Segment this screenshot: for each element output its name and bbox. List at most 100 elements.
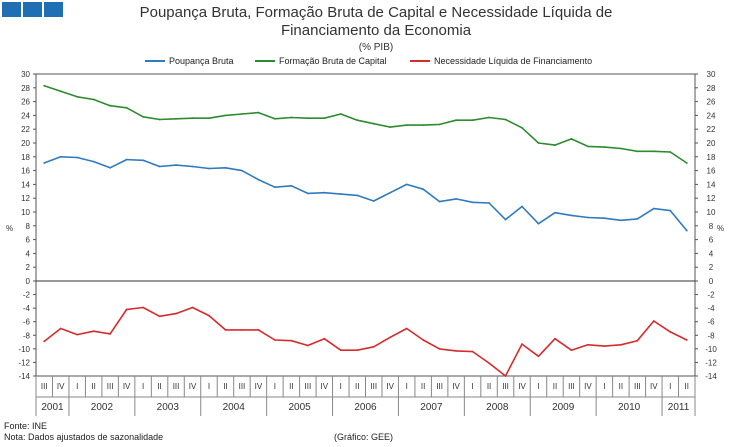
y-tick-label-right: -8 — [707, 331, 715, 340]
x-tick-label-quarter: IV — [255, 382, 263, 391]
y-tick-label-left: 4 — [26, 249, 31, 258]
data-point-2 — [570, 349, 573, 352]
data-point-2 — [389, 336, 392, 339]
x-tick-label-quarter: II — [223, 382, 227, 391]
data-point-0 — [339, 193, 342, 196]
data-point-0 — [620, 219, 622, 222]
y-tick-label-left: 16 — [21, 167, 30, 176]
logo-block — [2, 2, 21, 17]
legend-label-poupanca: Poupança Bruta — [169, 56, 234, 66]
data-point-0 — [570, 214, 573, 217]
data-point-2 — [306, 344, 309, 347]
chart-title-line2: Financiamento da Economia — [281, 22, 472, 39]
data-point-1 — [125, 106, 128, 109]
data-point-1 — [208, 117, 210, 120]
data-point-1 — [306, 117, 309, 120]
y-tick-label-left: 28 — [21, 84, 30, 93]
x-tick-label-year: 2007 — [420, 402, 443, 413]
data-point-1 — [339, 113, 342, 115]
y-tick-label-right: 12 — [707, 194, 716, 203]
x-tick-label-quarter: II — [289, 382, 293, 391]
y-tick-label-right: -14 — [705, 372, 717, 381]
data-point-0 — [323, 191, 326, 194]
data-point-1 — [570, 138, 573, 140]
data-point-1 — [43, 84, 46, 87]
seasonal-note: Nota: Dados ajustados de sazonalidade — [4, 432, 163, 442]
data-point-2 — [636, 339, 639, 342]
data-point-1 — [422, 124, 425, 126]
data-point-0 — [158, 165, 161, 168]
x-tick-label-quarter: II — [619, 382, 623, 391]
chart-title-line1: Poupança Bruta, Formação Bruta de Capita… — [140, 4, 613, 21]
x-tick-label-quarter: IV — [123, 382, 131, 391]
x-tick-label-quarter: I — [537, 382, 539, 391]
x-tick-label-year: 2004 — [223, 402, 246, 413]
data-point-1 — [323, 117, 326, 120]
data-point-1 — [109, 104, 111, 107]
x-tick-label-quarter: II — [91, 382, 95, 391]
series-line-2 — [43, 306, 688, 377]
data-point-2 — [224, 329, 227, 331]
data-point-2 — [323, 337, 326, 340]
data-point-1 — [405, 124, 408, 126]
y-tick-label-left: -14 — [18, 372, 30, 381]
y-tick-label-right: 30 — [707, 70, 716, 79]
data-point-0 — [142, 159, 145, 162]
y-tick-label-left: 6 — [26, 236, 31, 245]
data-point-0 — [636, 218, 639, 220]
series-line-0 — [43, 156, 688, 232]
x-tick-label-quarter: II — [355, 382, 359, 391]
data-point-0 — [537, 222, 540, 225]
data-point-1 — [685, 162, 688, 164]
data-point-0 — [554, 211, 556, 214]
data-point-0 — [175, 164, 177, 167]
y-tick-label-left: -2 — [23, 291, 31, 300]
data-point-1 — [389, 126, 392, 128]
data-point-2 — [438, 348, 441, 350]
data-point-2 — [290, 339, 293, 342]
y-tick-label-left: -12 — [18, 358, 30, 367]
data-point-1 — [241, 113, 243, 115]
data-point-0 — [372, 200, 375, 202]
x-tick-label-year: 2002 — [91, 402, 114, 413]
data-point-1 — [257, 111, 260, 114]
y-tick-label-left: 22 — [21, 125, 30, 134]
data-point-2 — [356, 349, 359, 352]
data-point-1 — [587, 145, 589, 148]
logo-block — [44, 2, 63, 17]
data-point-1 — [175, 117, 177, 120]
data-point-2 — [521, 343, 523, 345]
data-point-0 — [521, 205, 523, 208]
data-point-2 — [455, 350, 457, 352]
y-tick-label-left: 18 — [21, 153, 30, 162]
data-point-2 — [504, 375, 507, 377]
data-point-0 — [76, 156, 79, 159]
data-point-2 — [620, 343, 622, 346]
x-tick-label-year: 2011 — [668, 402, 690, 413]
data-point-1 — [191, 117, 194, 120]
data-point-1 — [438, 123, 441, 126]
data-point-0 — [685, 229, 688, 232]
data-point-2 — [92, 330, 95, 333]
data-point-2 — [603, 345, 606, 347]
data-point-2 — [76, 333, 79, 336]
y-tick-label-right: 20 — [707, 139, 716, 148]
x-tick-label-quarter: II — [487, 382, 491, 391]
x-tick-label-quarter: I — [603, 382, 605, 391]
y-tick-label-right: 10 — [707, 208, 716, 217]
data-point-2 — [537, 355, 540, 358]
y-tick-label-right: -4 — [707, 304, 715, 313]
y-tick-label-right: 6 — [709, 236, 714, 245]
data-point-0 — [504, 218, 507, 221]
data-point-2 — [405, 327, 408, 330]
x-tick-label-quarter: IV — [57, 382, 65, 391]
data-point-2 — [125, 308, 128, 311]
data-point-1 — [455, 119, 457, 122]
data-point-1 — [158, 118, 161, 121]
data-point-1 — [471, 119, 474, 122]
data-point-1 — [92, 98, 95, 101]
y-tick-label-right: 4 — [709, 249, 714, 258]
data-point-2 — [257, 329, 260, 331]
data-point-0 — [191, 165, 194, 168]
